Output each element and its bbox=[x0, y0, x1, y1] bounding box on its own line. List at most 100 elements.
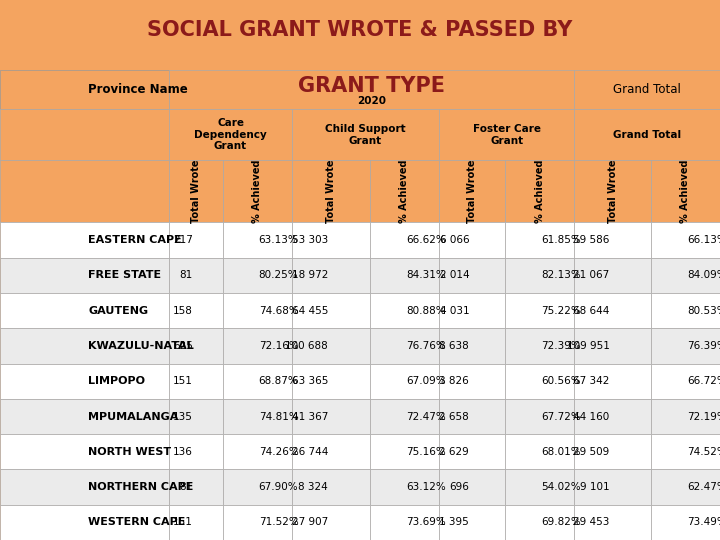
Bar bbox=[222, 363, 292, 399]
Text: SOCIAL GRANT WROTE & PASSED BY: SOCIAL GRANT WROTE & PASSED BY bbox=[148, 19, 572, 40]
Bar bbox=[292, 505, 370, 540]
Text: 3 826: 3 826 bbox=[439, 376, 469, 386]
Text: 66.13%: 66.13% bbox=[687, 235, 720, 245]
Bar bbox=[0, 109, 169, 160]
Bar bbox=[575, 222, 651, 258]
Text: 6 066: 6 066 bbox=[440, 235, 469, 245]
Text: 75.16%: 75.16% bbox=[406, 447, 446, 457]
Bar bbox=[505, 222, 575, 258]
Text: 29 453: 29 453 bbox=[573, 517, 610, 528]
Text: 27 907: 27 907 bbox=[292, 517, 328, 528]
Bar bbox=[651, 434, 720, 469]
Bar bbox=[575, 258, 651, 293]
Text: % Achieved: % Achieved bbox=[680, 160, 690, 223]
Text: 68.01%: 68.01% bbox=[541, 447, 581, 457]
Text: 64 455: 64 455 bbox=[292, 306, 328, 316]
Bar bbox=[169, 109, 292, 160]
Text: MPUMALANGA: MPUMALANGA bbox=[89, 411, 179, 422]
Text: 4 031: 4 031 bbox=[440, 306, 469, 316]
Bar bbox=[169, 328, 222, 363]
Text: 62.47%: 62.47% bbox=[687, 482, 720, 492]
Bar bbox=[575, 469, 651, 505]
Text: 67.90%: 67.90% bbox=[258, 482, 298, 492]
Text: 9 101: 9 101 bbox=[580, 482, 610, 492]
Bar bbox=[370, 328, 439, 363]
Bar bbox=[0, 258, 169, 293]
Text: 136: 136 bbox=[173, 447, 193, 457]
Text: 29 509: 29 509 bbox=[573, 447, 610, 457]
Bar bbox=[370, 505, 439, 540]
Bar bbox=[292, 434, 370, 469]
Bar bbox=[575, 363, 651, 399]
Text: 80.53%: 80.53% bbox=[687, 306, 720, 316]
Bar bbox=[0, 434, 169, 469]
Text: 80.25%: 80.25% bbox=[258, 271, 298, 280]
Text: Total Wrote: Total Wrote bbox=[191, 160, 201, 223]
Text: % Achieved: % Achieved bbox=[400, 160, 410, 223]
Text: GRANT TYPE: GRANT TYPE bbox=[298, 76, 446, 96]
Text: 81: 81 bbox=[180, 271, 193, 280]
Text: 2 658: 2 658 bbox=[439, 411, 469, 422]
Text: 69.82%: 69.82% bbox=[541, 517, 581, 528]
Bar bbox=[169, 399, 222, 434]
Bar bbox=[505, 469, 575, 505]
Text: 2 629: 2 629 bbox=[439, 447, 469, 457]
Text: 75.22%: 75.22% bbox=[541, 306, 581, 316]
Text: Care
Dependency
Grant: Care Dependency Grant bbox=[194, 118, 267, 151]
Text: 60.56%: 60.56% bbox=[541, 376, 581, 386]
Bar bbox=[292, 109, 439, 160]
Text: 26 744: 26 744 bbox=[292, 447, 328, 457]
Text: 1 395: 1 395 bbox=[439, 517, 469, 528]
Bar bbox=[370, 469, 439, 505]
Bar bbox=[439, 109, 575, 160]
Bar bbox=[169, 293, 222, 328]
Bar bbox=[575, 293, 651, 328]
Bar bbox=[651, 469, 720, 505]
Bar bbox=[222, 222, 292, 258]
Bar bbox=[0, 222, 169, 258]
Bar bbox=[0, 160, 169, 222]
Bar bbox=[370, 222, 439, 258]
Text: 71.52%: 71.52% bbox=[258, 517, 298, 528]
Bar bbox=[0, 469, 169, 505]
Text: 84.09%: 84.09% bbox=[687, 271, 720, 280]
Bar bbox=[439, 434, 505, 469]
Text: 82.13%: 82.13% bbox=[541, 271, 581, 280]
Bar bbox=[505, 258, 575, 293]
Text: 2020: 2020 bbox=[357, 96, 387, 105]
Bar bbox=[575, 109, 720, 160]
Bar bbox=[575, 160, 651, 222]
Bar bbox=[292, 328, 370, 363]
Bar bbox=[651, 505, 720, 540]
Text: 44 160: 44 160 bbox=[573, 411, 610, 422]
Bar bbox=[439, 399, 505, 434]
Bar bbox=[222, 434, 292, 469]
Bar bbox=[0, 363, 169, 399]
Text: 84.31%: 84.31% bbox=[406, 271, 446, 280]
Text: GAUTENG: GAUTENG bbox=[89, 306, 148, 316]
Text: 67.09%: 67.09% bbox=[406, 376, 446, 386]
Bar bbox=[169, 505, 222, 540]
Bar bbox=[505, 399, 575, 434]
Text: 2 014: 2 014 bbox=[440, 271, 469, 280]
Bar bbox=[222, 469, 292, 505]
Text: 72.19%: 72.19% bbox=[687, 411, 720, 422]
Text: 74.26%: 74.26% bbox=[258, 447, 298, 457]
Text: 151: 151 bbox=[173, 376, 193, 386]
Bar bbox=[292, 293, 370, 328]
Bar bbox=[575, 505, 651, 540]
Text: 74.81%: 74.81% bbox=[258, 411, 298, 422]
Bar bbox=[505, 160, 575, 222]
Bar bbox=[439, 328, 505, 363]
Bar bbox=[439, 469, 505, 505]
Text: 8 324: 8 324 bbox=[298, 482, 328, 492]
Bar bbox=[222, 328, 292, 363]
Bar bbox=[505, 505, 575, 540]
Text: 158: 158 bbox=[173, 306, 193, 316]
Bar bbox=[505, 328, 575, 363]
Text: 67.72%: 67.72% bbox=[541, 411, 581, 422]
Bar bbox=[651, 160, 720, 222]
Bar bbox=[169, 469, 222, 505]
Text: WESTERN CAPE: WESTERN CAPE bbox=[89, 517, 186, 528]
Bar bbox=[439, 258, 505, 293]
